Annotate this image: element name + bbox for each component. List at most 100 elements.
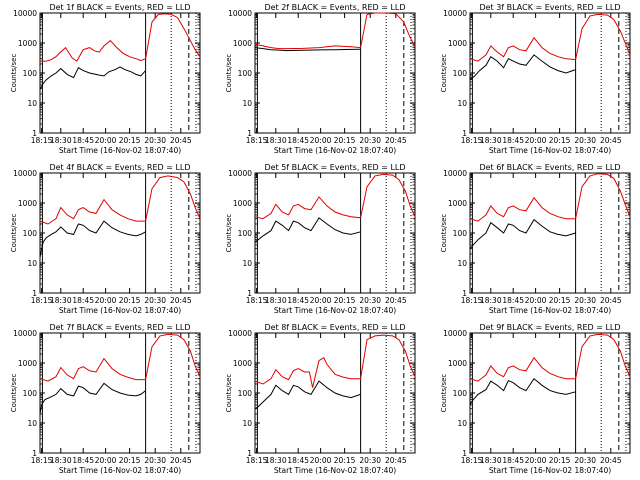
y-tick-label: 100: [453, 69, 468, 78]
panel-title: Det 6f BLACK = Events, RED = LLD: [479, 163, 620, 172]
y-tick-label: 100: [238, 389, 253, 398]
events-series-line: [469, 54, 576, 81]
x-tick-label: 20:30: [144, 296, 166, 305]
y-tick-label: 100: [453, 389, 468, 398]
y-tick-label: 10: [27, 259, 37, 268]
y-axis-label: Counts/sec: [225, 374, 233, 413]
events-series-line: [254, 47, 361, 52]
lld-series-line: [39, 333, 201, 382]
x-tick-label: 20:00: [310, 296, 332, 305]
x-tick-label: 18:30: [480, 296, 502, 305]
y-tick-label: 1000: [448, 199, 467, 208]
x-tick-label: 20:00: [95, 136, 117, 145]
x-tick-label: 20:00: [310, 136, 332, 145]
x-tick-label: 18:30: [480, 456, 502, 465]
lld-series-line: [469, 333, 631, 382]
y-axis-label: Counts/sec: [440, 214, 448, 253]
x-tick-label: 18:30: [480, 136, 502, 145]
x-tick-label: 18:15: [461, 136, 483, 145]
x-tick-label: 20:00: [95, 296, 117, 305]
y-tick-label: 10000: [443, 169, 467, 178]
x-tick-label: 18:45: [502, 296, 524, 305]
y-axis-label: Counts/sec: [10, 374, 18, 413]
events-series-line: [254, 380, 361, 410]
x-axis-label: Start Time (16-Nov-02 18:07:40): [274, 466, 396, 475]
y-tick-label: 1: [247, 289, 252, 298]
x-tick-label: 18:15: [31, 296, 53, 305]
x-tick-label: 20:45: [600, 296, 622, 305]
y-tick-label: 10: [242, 99, 252, 108]
y-tick-label: 10000: [228, 9, 252, 18]
x-tick-label: 20:15: [549, 136, 571, 145]
lld-series-line: [469, 173, 631, 222]
x-tick-label: 20:45: [385, 456, 407, 465]
y-tick-label: 10: [27, 419, 37, 428]
lld-series-line: [40, 13, 201, 62]
y-axis-label: Counts/sec: [10, 214, 18, 253]
y-tick-label: 10: [457, 99, 467, 108]
x-tick-label: 20:30: [574, 136, 596, 145]
x-axis-label: Start Time (16-Nov-02 18:07:40): [59, 466, 181, 475]
y-tick-label: 1000: [448, 359, 467, 368]
y-tick-label: 1: [462, 289, 467, 298]
y-tick-label: 100: [23, 389, 38, 398]
x-tick-label: 20:15: [334, 136, 356, 145]
x-axis-label: Start Time (16-Nov-02 18:07:40): [489, 306, 611, 315]
y-tick-label: 1: [462, 449, 467, 458]
x-tick-label: 20:30: [359, 136, 381, 145]
x-tick-label: 18:30: [265, 136, 287, 145]
y-tick-label: 10000: [443, 329, 467, 338]
events-series-line: [39, 66, 146, 90]
lld-series-line: [254, 12, 416, 50]
x-tick-label: 20:45: [170, 296, 192, 305]
y-tick-label: 10: [457, 419, 467, 428]
x-tick-label: 18:30: [50, 456, 72, 465]
x-tick-label: 18:30: [50, 296, 72, 305]
panel-title: Det 1f BLACK = Events, RED = LLD: [49, 3, 190, 12]
x-tick-label: 20:30: [144, 136, 166, 145]
x-tick-label: 18:45: [502, 136, 524, 145]
x-tick-label: 20:00: [525, 136, 547, 145]
plot-frame: [254, 172, 416, 294]
x-tick-label: 20:15: [119, 136, 141, 145]
y-tick-label: 1: [32, 289, 37, 298]
x-tick-label: 20:00: [95, 456, 117, 465]
x-tick-label: 20:15: [549, 456, 571, 465]
y-tick-label: 100: [238, 229, 253, 238]
x-tick-label: 20:00: [525, 296, 547, 305]
y-tick-label: 1: [247, 129, 252, 138]
y-tick-label: 100: [453, 229, 468, 238]
x-tick-label: 18:45: [287, 296, 309, 305]
x-tick-label: 18:15: [461, 456, 483, 465]
y-tick-label: 1: [32, 449, 37, 458]
y-tick-label: 10000: [13, 169, 37, 178]
y-axis-label: Counts/sec: [440, 54, 448, 93]
x-tick-label: 20:45: [385, 136, 407, 145]
y-tick-label: 10: [242, 419, 252, 428]
plot-frame: [254, 12, 416, 134]
y-tick-label: 1000: [448, 39, 467, 48]
plot-frame: [39, 172, 201, 294]
lld-series-line: [254, 173, 416, 220]
x-axis-label: Start Time (16-Nov-02 18:07:40): [489, 146, 611, 155]
panel-title: Det 2f BLACK = Events, RED = LLD: [264, 3, 405, 12]
y-axis-label: Counts/sec: [225, 54, 233, 93]
y-axis-label: Counts/sec: [10, 54, 18, 93]
y-tick-label: 1000: [233, 199, 252, 208]
y-tick-label: 100: [238, 69, 253, 78]
plot-frame: [39, 12, 201, 134]
x-tick-label: 18:15: [461, 296, 483, 305]
x-tick-label: 18:30: [265, 296, 287, 305]
x-tick-label: 18:30: [265, 456, 287, 465]
x-tick-label: 20:30: [359, 456, 381, 465]
y-tick-label: 10000: [443, 9, 467, 18]
y-tick-label: 1000: [233, 359, 252, 368]
y-tick-label: 10000: [228, 169, 252, 178]
lld-series-line: [469, 13, 631, 62]
y-tick-label: 10000: [228, 329, 252, 338]
